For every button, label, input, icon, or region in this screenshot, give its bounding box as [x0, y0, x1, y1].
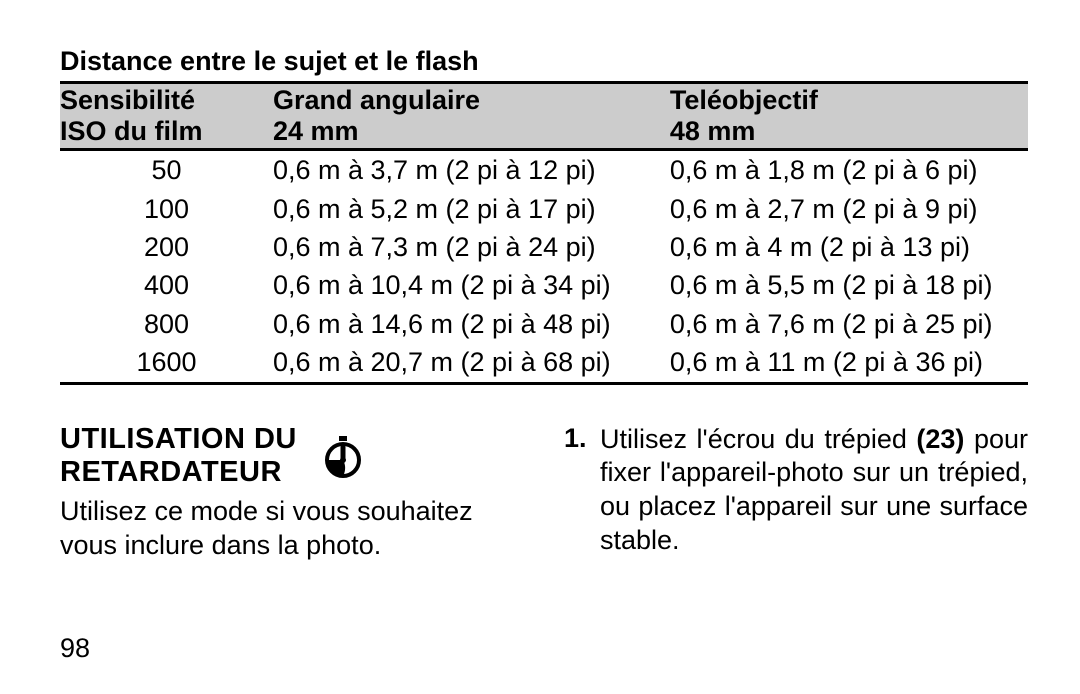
step-number: 1. [564, 423, 590, 558]
cell-wide: 0,6 m à 20,7 m (2 pi à 68 pi) [273, 343, 670, 383]
table-body: 50 0,6 m à 3,7 m (2 pi à 12 pi) 0,6 m à … [60, 150, 1028, 384]
left-column: UTILISATION DU RETARDATEUR Utilisez ce m… [60, 423, 524, 563]
intro-text: Utilisez ce mode si vous souhaitez vous … [60, 495, 524, 563]
heading-row: UTILISATION DU RETARDATEUR [60, 423, 524, 490]
cell-wide: 0,6 m à 3,7 m (2 pi à 12 pi) [273, 150, 670, 190]
cell-wide: 0,6 m à 10,4 m (2 pi à 34 pi) [273, 266, 670, 304]
th-wide: Grand angulaire 24 mm [273, 83, 670, 150]
cell-wide: 0,6 m à 14,6 m (2 pi à 48 pi) [273, 305, 670, 343]
step-bold-ref: (23) [916, 424, 964, 454]
cell-iso: 200 [60, 228, 273, 266]
step-prefix: Utilisez l'écrou du trépied [600, 424, 916, 454]
cell-iso: 100 [60, 190, 273, 228]
right-column: 1. Utilisez l'écrou du trépied (23) pour… [564, 423, 1028, 563]
cell-tele: 0,6 m à 1,8 m (2 pi à 6 pi) [670, 150, 1028, 190]
cell-tele: 0,6 m à 2,7 m (2 pi à 9 pi) [670, 190, 1028, 228]
page-number: 98 [60, 633, 90, 664]
cell-tele: 0,6 m à 5,5 m (2 pi à 18 pi) [670, 266, 1028, 304]
table-row: 200 0,6 m à 7,3 m (2 pi à 24 pi) 0,6 m à… [60, 228, 1028, 266]
table-row: 400 0,6 m à 10,4 m (2 pi à 34 pi) 0,6 m … [60, 266, 1028, 304]
manual-page: Distance entre le sujet et le flash Sens… [0, 0, 1080, 694]
th-tele: Teléobjectif 48 mm [670, 83, 1028, 150]
cell-tele: 0,6 m à 11 m (2 pi à 36 pi) [670, 343, 1028, 383]
step-1: 1. Utilisez l'écrou du trépied (23) pour… [564, 423, 1028, 558]
table-row: 50 0,6 m à 3,7 m (2 pi à 12 pi) 0,6 m à … [60, 150, 1028, 190]
self-timer-icon [319, 432, 367, 480]
table-row: 100 0,6 m à 5,2 m (2 pi à 17 pi) 0,6 m à… [60, 190, 1028, 228]
th-wide-l1: Grand angulaire [273, 85, 480, 115]
cell-tele: 0,6 m à 4 m (2 pi à 13 pi) [670, 228, 1028, 266]
section-heading: UTILISATION DU RETARDATEUR [60, 423, 297, 490]
cell-wide: 0,6 m à 5,2 m (2 pi à 17 pi) [273, 190, 670, 228]
th-iso: Sensibilité ISO du film [60, 83, 273, 150]
step-text: Utilisez l'écrou du trépied (23) pour fi… [600, 423, 1028, 558]
table-row: 800 0,6 m à 14,6 m (2 pi à 48 pi) 0,6 m … [60, 305, 1028, 343]
th-tele-l2: 48 mm [670, 116, 756, 146]
table-title: Distance entre le sujet et le flash [60, 46, 1028, 77]
cell-wide: 0,6 m à 7,3 m (2 pi à 24 pi) [273, 228, 670, 266]
lower-columns: UTILISATION DU RETARDATEUR Utilisez ce m… [60, 423, 1028, 563]
cell-iso: 50 [60, 150, 273, 190]
heading-l2: RETARDATEUR [60, 456, 282, 488]
cell-iso: 1600 [60, 343, 273, 383]
cell-iso: 800 [60, 305, 273, 343]
th-iso-l1: Sensibilité [60, 85, 195, 115]
th-iso-l2: ISO du film [60, 116, 203, 146]
cell-iso: 400 [60, 266, 273, 304]
heading-l1: UTILISATION DU [60, 423, 297, 455]
flash-distance-table: Sensibilité ISO du film Grand angulaire … [60, 81, 1028, 385]
table-header-row: Sensibilité ISO du film Grand angulaire … [60, 83, 1028, 150]
th-wide-l2: 24 mm [273, 116, 359, 146]
table-row: 1600 0,6 m à 20,7 m (2 pi à 68 pi) 0,6 m… [60, 343, 1028, 383]
cell-tele: 0,6 m à 7,6 m (2 pi à 25 pi) [670, 305, 1028, 343]
th-tele-l1: Teléobjectif [670, 85, 818, 115]
